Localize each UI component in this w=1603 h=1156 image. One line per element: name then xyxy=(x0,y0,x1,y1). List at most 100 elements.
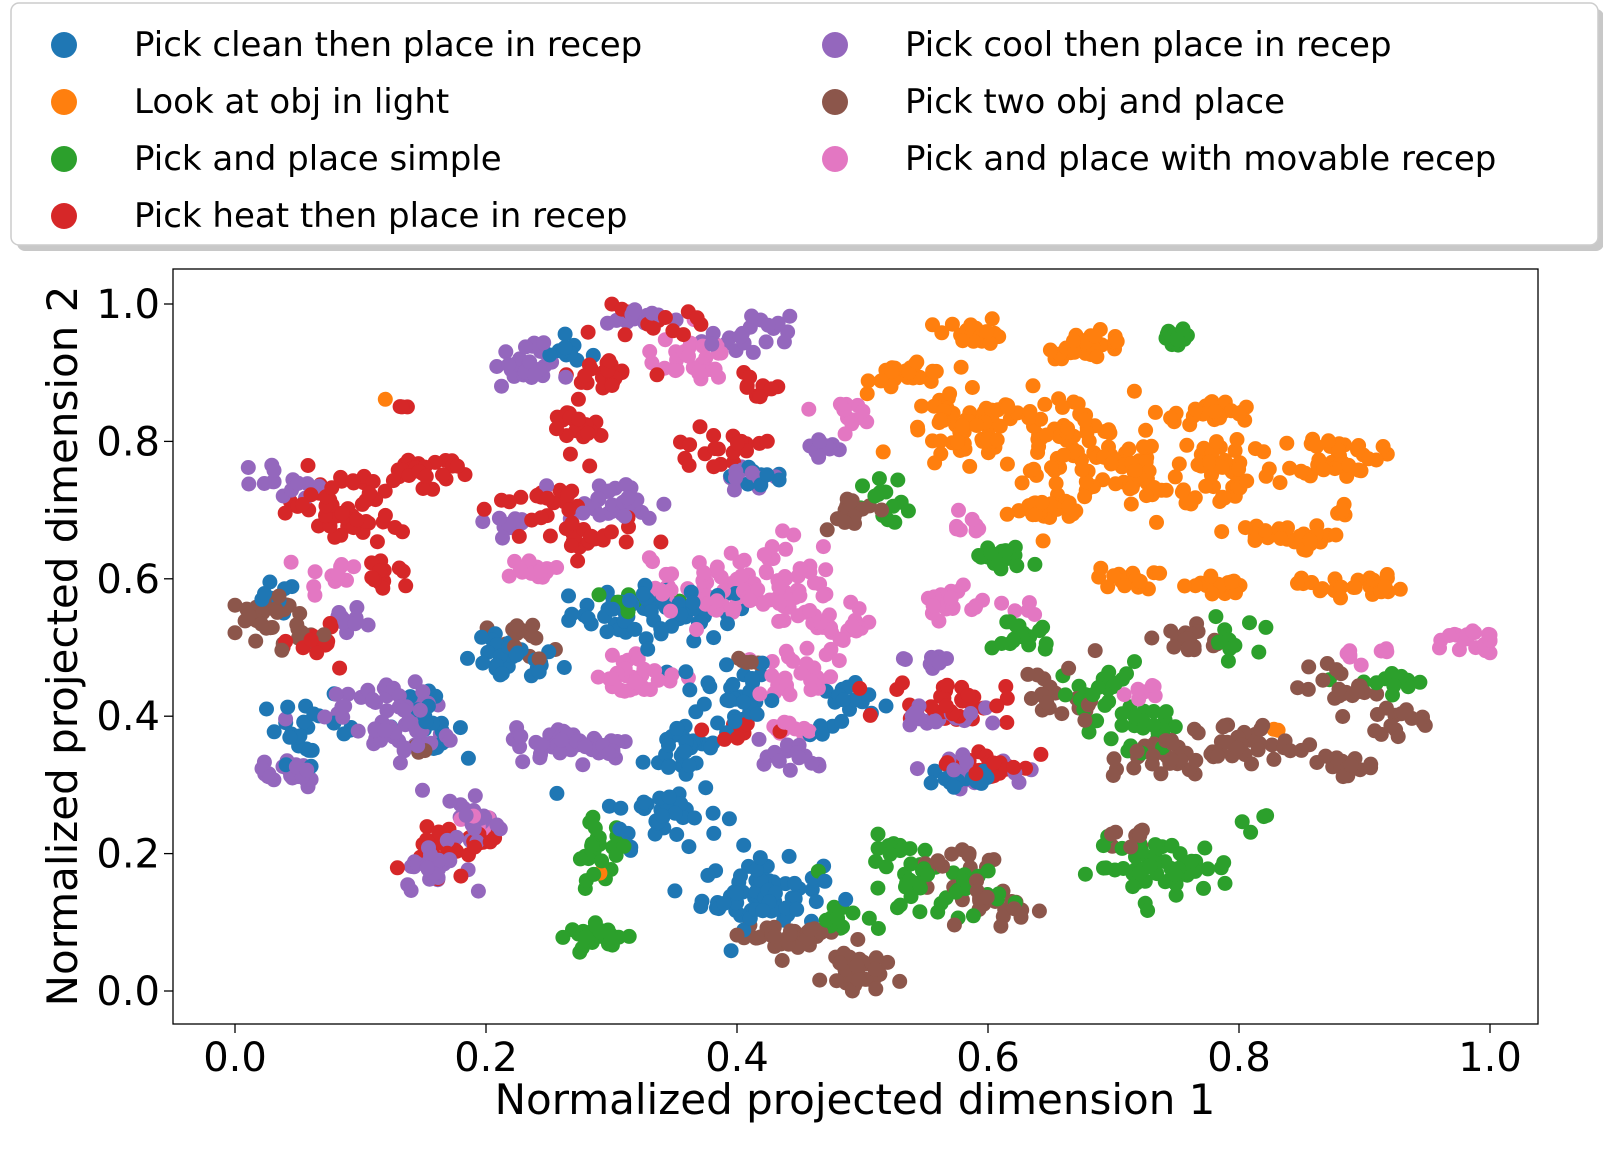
data-point xyxy=(340,686,356,702)
data-point xyxy=(686,633,702,649)
data-point xyxy=(1066,344,1082,360)
data-point xyxy=(467,788,483,804)
data-point xyxy=(815,539,831,555)
data-point xyxy=(1451,642,1467,658)
data-point xyxy=(927,763,943,779)
data-point xyxy=(620,825,636,841)
data-point xyxy=(1025,378,1041,394)
data-point xyxy=(1227,443,1243,459)
data-point xyxy=(282,729,298,745)
data-point xyxy=(968,523,984,539)
data-point xyxy=(870,921,886,936)
data-point xyxy=(361,485,377,501)
data-point xyxy=(1048,475,1064,491)
data-point xyxy=(1282,743,1298,759)
data-point xyxy=(1465,623,1481,639)
data-point xyxy=(591,587,607,603)
data-point xyxy=(763,381,779,397)
data-point xyxy=(525,617,541,633)
data-point xyxy=(667,883,683,899)
data-point xyxy=(1293,742,1309,758)
data-point xyxy=(1163,751,1179,767)
data-point xyxy=(1087,643,1103,659)
data-point xyxy=(1210,748,1226,764)
data-point xyxy=(1038,636,1054,652)
data-point xyxy=(418,468,434,484)
data-point xyxy=(558,369,574,385)
data-point xyxy=(771,595,787,611)
data-point xyxy=(967,599,983,615)
data-point xyxy=(1143,438,1159,454)
data-point xyxy=(498,344,514,360)
data-point xyxy=(1270,722,1286,738)
data-point xyxy=(1171,456,1187,472)
data-point xyxy=(709,559,725,575)
data-point xyxy=(653,626,669,642)
data-point xyxy=(774,953,790,968)
data-point xyxy=(832,955,848,971)
data-point xyxy=(1177,578,1193,594)
data-point xyxy=(705,805,721,821)
data-point xyxy=(1127,654,1142,670)
data-point xyxy=(644,355,660,371)
data-point xyxy=(636,794,652,810)
data-point xyxy=(618,477,634,493)
data-point xyxy=(635,586,651,602)
data-point xyxy=(933,433,949,449)
data-point xyxy=(706,459,722,475)
data-point xyxy=(1077,489,1093,505)
data-point xyxy=(953,359,969,375)
scatter-points xyxy=(227,296,1498,999)
data-point xyxy=(587,820,603,836)
data-point xyxy=(980,863,996,879)
data-point xyxy=(845,905,861,921)
data-point xyxy=(578,929,594,945)
data-point xyxy=(331,605,347,620)
data-point xyxy=(309,645,325,661)
data-point xyxy=(849,958,865,974)
data-point xyxy=(1190,725,1206,741)
data-point xyxy=(410,738,426,754)
data-point xyxy=(290,475,306,491)
data-point xyxy=(317,709,333,725)
data-point xyxy=(1210,634,1226,650)
data-point xyxy=(693,899,709,915)
data-point xyxy=(1077,412,1093,428)
data-point xyxy=(345,473,361,489)
data-point xyxy=(767,928,783,944)
data-point xyxy=(452,720,468,736)
legend-label: Pick clean then place in recep xyxy=(134,25,642,65)
data-point xyxy=(1108,675,1123,691)
data-point xyxy=(474,629,490,645)
data-point xyxy=(1207,404,1223,419)
data-point xyxy=(946,762,962,778)
data-point xyxy=(1328,527,1344,543)
data-point xyxy=(1078,474,1094,490)
data-point xyxy=(1282,460,1298,476)
data-point xyxy=(1026,461,1042,477)
data-point xyxy=(925,363,941,379)
data-point xyxy=(1202,454,1218,470)
data-point xyxy=(1174,484,1190,500)
data-point xyxy=(868,854,884,869)
data-point xyxy=(522,354,538,370)
data-point xyxy=(878,698,894,714)
data-point xyxy=(835,692,851,708)
data-point xyxy=(349,512,365,528)
data-point xyxy=(903,889,919,905)
data-point xyxy=(700,675,716,691)
data-point xyxy=(586,866,602,882)
data-point xyxy=(1367,723,1383,739)
data-point xyxy=(1244,756,1259,772)
data-point xyxy=(954,418,970,434)
data-point xyxy=(415,684,431,700)
data-point xyxy=(1119,666,1134,682)
data-point xyxy=(300,458,316,473)
data-point xyxy=(1027,556,1043,572)
data-point xyxy=(855,478,870,494)
data-point xyxy=(1106,751,1122,767)
data-point xyxy=(890,472,906,488)
data-point xyxy=(1481,626,1496,642)
data-point xyxy=(723,545,739,561)
data-point xyxy=(1329,750,1345,766)
